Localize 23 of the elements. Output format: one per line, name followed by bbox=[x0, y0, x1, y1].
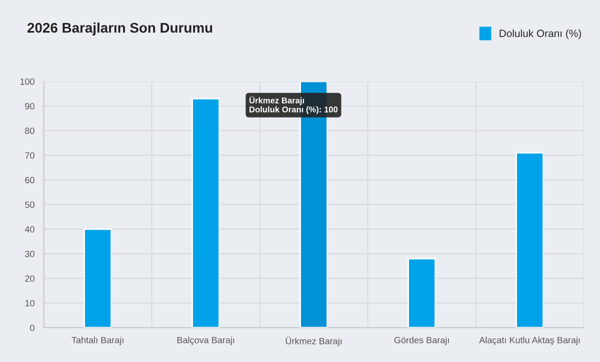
x-tick-label: Gördes Barajı bbox=[394, 336, 449, 346]
x-tick-label: Balçova Barajı bbox=[177, 336, 234, 346]
bar bbox=[516, 152, 544, 328]
y-tick-label: 80 bbox=[25, 128, 34, 134]
y-tick-label: 60 bbox=[25, 176, 34, 184]
y-tick-label: 10 bbox=[25, 300, 34, 306]
annotation: Ürkmez Barajı Doluluk Oranı (%): 100 bbox=[250, 96, 338, 114]
y-tick-label: 40 bbox=[24, 226, 34, 233]
y-tick-label: 50 bbox=[25, 201, 34, 208]
y-tick-label: 30 bbox=[25, 250, 34, 258]
y-tick-label: 90 bbox=[25, 103, 34, 110]
chart-title: 2026 Barajların Son Durumu bbox=[27, 22, 212, 36]
bar bbox=[408, 258, 436, 328]
x-tick-label: Ürkmez Barajı bbox=[286, 336, 342, 346]
x-tick-label: Tahtalı Barajı bbox=[72, 336, 124, 346]
y-tick-label: 100 bbox=[20, 78, 34, 85]
y-tick-label: 0 bbox=[30, 324, 34, 331]
bar bbox=[84, 228, 112, 328]
legend-label: Doluluk Oranı (%) bbox=[500, 29, 581, 40]
y-tick-label: 20 bbox=[25, 275, 34, 282]
bar bbox=[192, 98, 220, 328]
y-tick-label: 70 bbox=[25, 152, 34, 159]
x-tick-label: Alaçatı Kutlu Aktaş Barajı bbox=[479, 336, 580, 346]
